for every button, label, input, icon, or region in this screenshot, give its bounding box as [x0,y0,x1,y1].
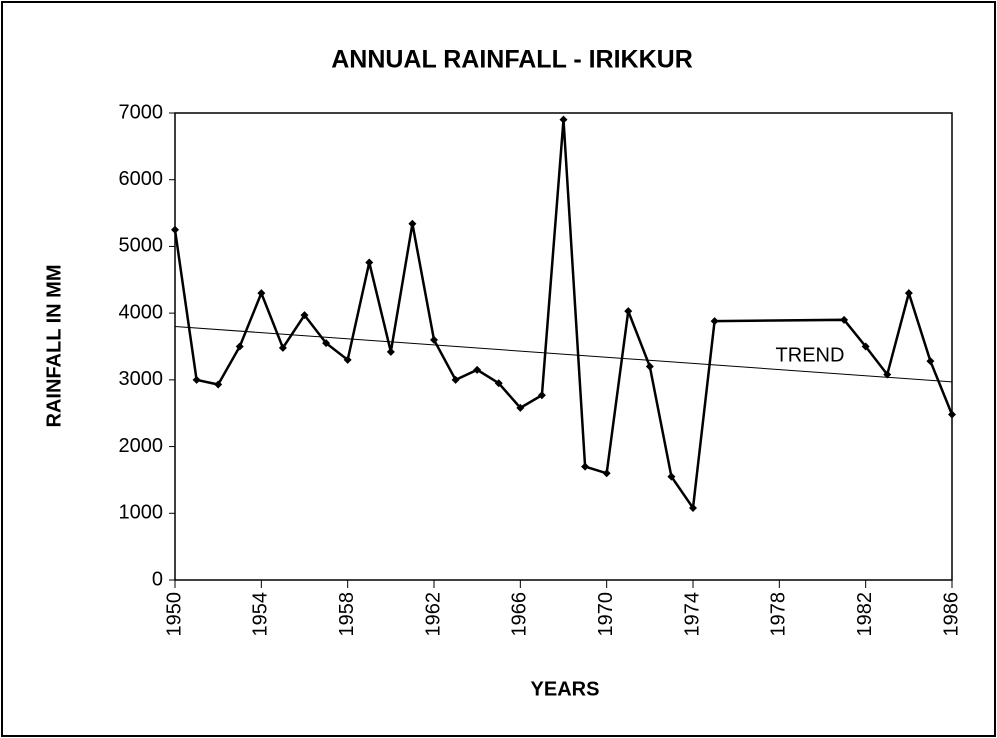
x-tick-label: 1974 [681,592,703,637]
data-point [883,370,892,379]
data-point [386,347,395,356]
data-point [365,258,374,267]
data-point [624,307,633,316]
data-point [343,355,352,364]
x-tick-label: 1982 [854,592,876,637]
data-line [173,119,954,512]
y-axis-label: RAINFALL IN MM [43,265,65,428]
data-point [537,391,546,400]
data-point [494,379,503,388]
x-tick-label: 1978 [768,592,790,637]
plot-area [174,112,953,581]
x-tick-label: 1986 [940,592,962,637]
trend-label: TREND [776,344,845,366]
data-point [192,375,201,384]
x-tick-label: 1970 [595,592,617,637]
data-point [559,115,568,124]
x-tick-label: 1958 [336,592,358,637]
chart-title: ANNUAL RAINFALL - IRIKKUR [331,46,693,74]
y-tick-label: 3000 [119,368,164,390]
data-point [581,462,590,471]
x-tick-label: 1962 [422,592,444,637]
data-point [926,357,935,366]
data-point [322,339,331,348]
y-tick-label: 7000 [119,101,164,123]
data-point [278,343,287,352]
data-point [430,335,438,344]
data-point [602,469,611,478]
data-point [214,380,223,389]
data-point [408,219,417,228]
y-tick-label: 4000 [119,301,164,323]
data-point [171,225,179,234]
data-point [645,362,654,371]
data-point [257,289,266,298]
data-point [473,365,482,374]
data-point [235,342,244,351]
y-tick-label: 0 [152,568,163,590]
x-tick-label: 1954 [250,592,272,637]
y-tick-label: 6000 [119,168,164,190]
y-tick-label: 1000 [119,502,164,524]
data-point [689,503,697,512]
trend-line [174,325,953,383]
data-point [516,403,525,412]
data-point [861,342,870,351]
data-point [840,315,849,324]
data-point [710,317,719,326]
y-tick-label: 5000 [119,235,164,257]
data-point [904,289,913,298]
x-tick-label: 1950 [163,592,185,637]
data-point [667,472,676,481]
data-point [451,375,460,384]
data-point [300,311,309,320]
y-tick-label: 2000 [119,435,164,457]
data-point [948,410,956,419]
x-axis-label: YEARS [531,678,600,700]
x-tick-label: 1966 [509,592,531,637]
